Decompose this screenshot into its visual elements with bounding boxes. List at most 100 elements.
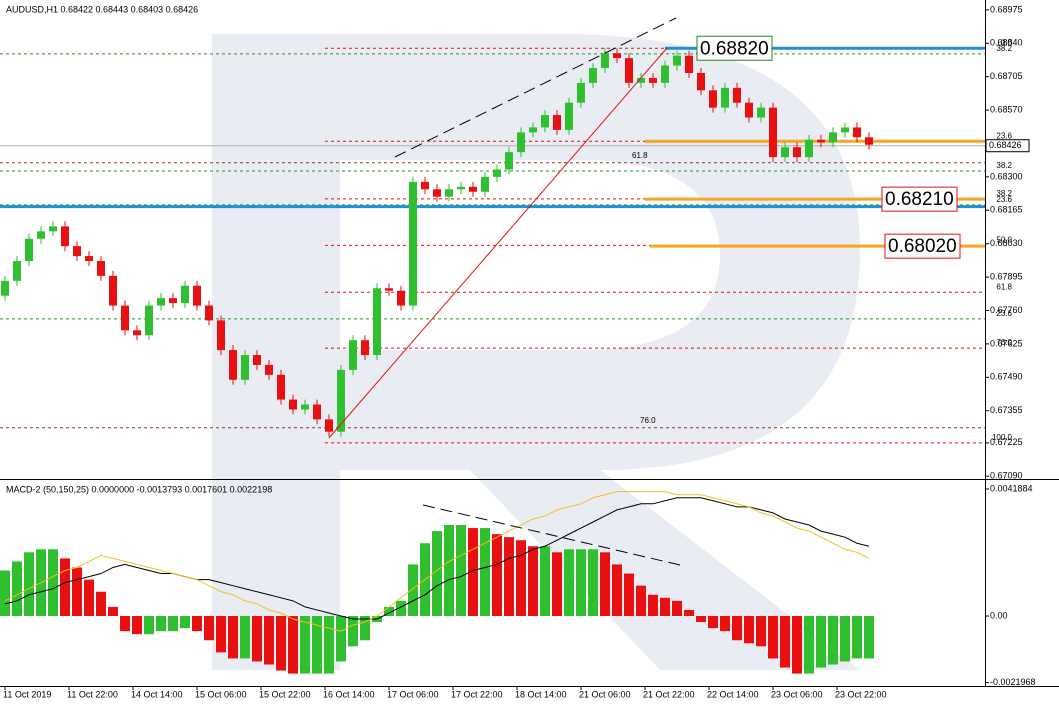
x-tick-label: 15 Oct 06:00 [195, 689, 247, 699]
price-box [881, 186, 958, 212]
candle-body [229, 350, 237, 380]
histogram-bar [384, 606, 394, 616]
fib-label: 0.0 [1001, 38, 1013, 47]
candle-body [517, 132, 525, 153]
histogram-bar [588, 549, 598, 616]
fib-label: 23.6 [996, 195, 1012, 204]
histogram-bar [60, 558, 70, 616]
y-tick-label: 0.68840 [990, 38, 1023, 48]
candle-body [61, 226, 69, 247]
histogram-bar [204, 615, 214, 641]
annotation: 61.8 [632, 151, 648, 160]
x-tick-label: 22 Oct 14:00 [707, 689, 759, 699]
histogram-bar [720, 615, 730, 632]
candle-body [493, 169, 501, 177]
candle-body [529, 127, 537, 133]
y-tick-label: 0.67225 [990, 437, 1023, 447]
candle-body [757, 107, 765, 118]
y-tick-label: 0.67760 [990, 305, 1023, 315]
candle-body [217, 320, 225, 351]
candle-body [73, 246, 81, 257]
y-tick-label: 0.67895 [990, 271, 1023, 281]
candle-body [97, 261, 105, 276]
y-tick-label: 0.0041884 [990, 483, 1033, 493]
histogram-bar [264, 615, 274, 665]
candle-body [25, 238, 33, 262]
fib-label: 38.2 [996, 44, 1012, 53]
y-tick-label: 0.67090 [990, 471, 1023, 481]
histogram-bar [144, 615, 154, 635]
candle-body [133, 330, 141, 336]
y-tick-label: 0.68300 [990, 171, 1023, 181]
y-tick-label: 0.00 [990, 610, 1008, 620]
y-tick-label: 0.67355 [990, 405, 1023, 415]
histogram-bar [756, 615, 766, 647]
x-tick-label: 14 Oct 14:00 [131, 689, 183, 699]
histogram-bar [48, 549, 58, 616]
candle-body [817, 139, 825, 143]
candle-body [337, 369, 345, 432]
histogram-bar [672, 600, 682, 616]
candle-body [709, 90, 717, 108]
histogram-bar [120, 615, 130, 632]
candle-body [841, 127, 849, 133]
x-tick-label: 16 Oct 14:00 [323, 689, 375, 699]
candle-body [181, 285, 189, 304]
current-price-label: 0.68426 [989, 140, 1022, 150]
histogram-bar [396, 600, 406, 616]
candle-body [397, 290, 405, 306]
watermark-logo [212, 34, 860, 670]
candle-body [793, 147, 801, 158]
candle-body [193, 285, 201, 306]
price-box-label: 0.68210 [885, 189, 954, 210]
histogram-bar [780, 615, 790, 668]
candle-body [13, 261, 21, 281]
candle-body [37, 231, 45, 239]
histogram-bar [480, 528, 490, 616]
candle-body [1, 280, 9, 296]
histogram-bar [336, 615, 346, 662]
candle-body [385, 288, 393, 291]
histogram-bar [0, 570, 10, 616]
fib-label: 23.6 [996, 309, 1012, 318]
candle-body [541, 115, 549, 128]
histogram-bar [276, 615, 286, 671]
histogram-bar [72, 567, 82, 616]
price-box-label: 0.68820 [700, 38, 769, 59]
candle-body [601, 53, 609, 69]
x-tick-label: 15 Oct 22:00 [259, 689, 311, 699]
candle-body [649, 77, 657, 83]
fib-label: 50.0 [996, 236, 1012, 245]
histogram-bar [600, 552, 610, 616]
candle-body [325, 419, 333, 432]
histogram-bar [564, 549, 574, 616]
histogram-bar [192, 615, 202, 632]
candle-body [85, 256, 93, 262]
histogram-bar [624, 573, 634, 616]
histogram-bar [216, 615, 226, 653]
x-tick-label: 23 Oct 22:00 [835, 689, 887, 699]
candle-body [349, 340, 357, 370]
histogram-bar [348, 615, 358, 647]
histogram-bar [24, 552, 34, 616]
histogram-bar [648, 594, 658, 616]
candle-body [241, 355, 249, 380]
x-tick-label: 21 Oct 22:00 [643, 689, 695, 699]
fib-label: 100.0 [992, 433, 1013, 442]
x-tick-label: 11 Oct 22:00 [67, 689, 118, 699]
y-tick-label: 0.68570 [990, 104, 1023, 114]
x-tick-label: 17 Oct 06:00 [387, 689, 439, 699]
trend-line [328, 47, 668, 439]
histogram-bar [816, 615, 826, 668]
histogram-bar [768, 615, 778, 659]
indicator-line [4, 491, 870, 632]
histogram-bar [828, 615, 838, 665]
candle-body [457, 186, 465, 190]
candle-body [169, 298, 177, 304]
histogram-bar [504, 537, 514, 616]
candle-body [433, 189, 441, 197]
histogram-bar [84, 579, 94, 616]
candle-body [313, 404, 321, 420]
candle-body [865, 137, 873, 145]
